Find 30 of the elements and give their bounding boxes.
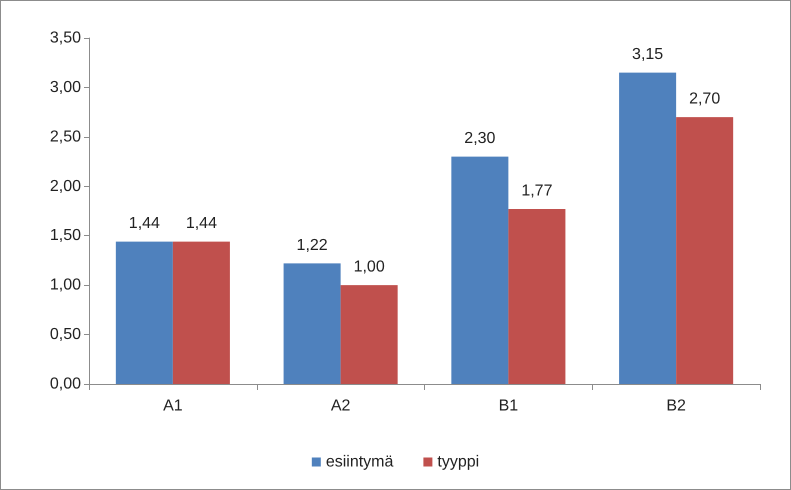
data-label: 1,44 [186,215,218,232]
data-label: 3,15 [632,46,664,64]
y-tick-label: 3,50 [50,30,82,46]
y-tick-label: 1,00 [50,276,82,294]
x-tick-label: B1 [498,398,518,414]
bar [172,242,230,384]
bar [619,72,676,384]
data-label: 1,22 [296,236,328,254]
legend-label: esiintymä [326,454,394,470]
bar [676,117,734,384]
bar [508,209,566,384]
bar [284,263,341,384]
x-tick-label: B2 [666,398,686,414]
data-label: 2,70 [689,90,720,108]
y-tick-label: 2,00 [50,178,82,195]
y-tick-label: 3,00 [50,78,82,96]
y-tick-label: 1,50 [50,227,82,244]
x-tick-label: A2 [330,398,351,414]
x-tick-label: A1 [163,398,183,414]
data-label: 1,77 [521,182,553,200]
data-label: 1,00 [354,258,385,276]
bar [340,285,398,384]
bar [451,156,508,384]
y-tick-label: 2,50 [50,128,82,146]
data-label: 1,44 [128,215,160,232]
data-label: 2,30 [464,130,496,148]
y-tick-label: 0,50 [50,326,82,344]
bar [116,242,173,384]
legend-label: tyyppi [437,454,480,470]
y-tick-label: 0,00 [50,376,82,392]
